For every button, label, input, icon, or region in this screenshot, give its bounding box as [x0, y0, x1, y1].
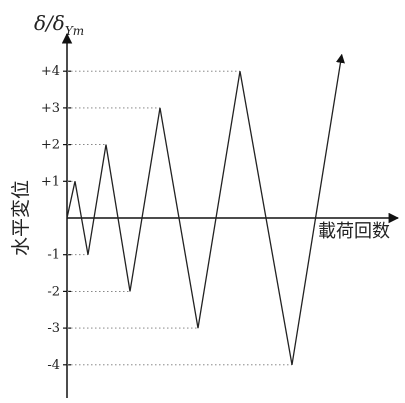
y-tick-label: -3	[47, 321, 60, 336]
x-axis-label: 載荷回数	[318, 221, 390, 242]
y-tick-label: +4	[41, 64, 60, 79]
y-tick-label: +2	[41, 138, 60, 153]
y-axis-label: 水平変位	[10, 180, 32, 256]
y-tick-label: +1	[41, 174, 60, 189]
y-tick-label: -1	[47, 248, 60, 263]
y-tick-label: +3	[41, 101, 60, 116]
series-line	[66, 71, 293, 365]
y-tick-label: -2	[47, 284, 60, 299]
y-tick-label: -4	[47, 358, 60, 373]
series-end-arrow	[291, 53, 345, 365]
chart-title: δ/δYm	[34, 11, 84, 38]
